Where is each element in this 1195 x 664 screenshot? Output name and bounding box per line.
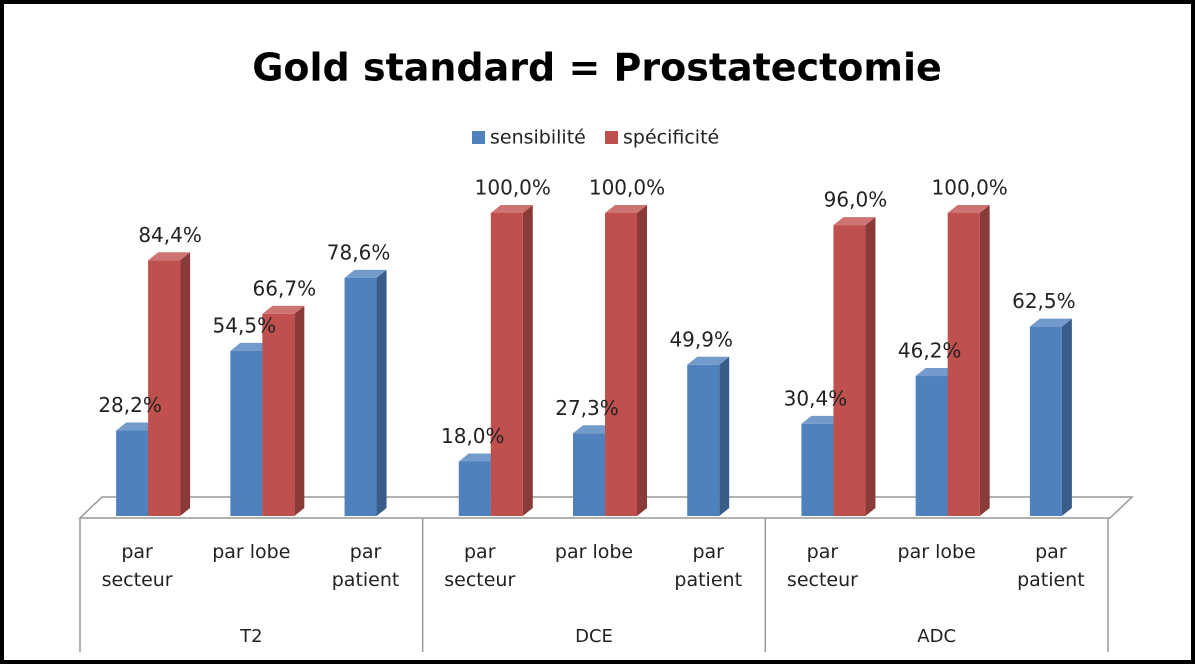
bar <box>687 356 730 516</box>
bar <box>490 205 533 516</box>
bar-top <box>230 342 273 351</box>
bar-side <box>865 217 876 516</box>
bar-top <box>833 217 876 226</box>
group-label: ADC <box>917 626 957 647</box>
bars <box>116 205 1072 516</box>
bar-side <box>376 269 387 516</box>
bar-top <box>801 415 844 424</box>
value-label: 62,5% <box>1012 289 1076 313</box>
legend-swatch <box>605 131 618 144</box>
bar-side <box>294 305 305 516</box>
chart-title: Gold standard = Prostatectomie <box>252 46 942 90</box>
x-tick-label: par patient <box>1017 541 1085 591</box>
legend-label: spécificité <box>623 127 719 149</box>
bar <box>344 269 387 516</box>
x-tick-label: par secteur <box>444 541 516 591</box>
bar <box>262 305 305 516</box>
x-tick-label: par patient <box>331 541 400 591</box>
bar-top <box>947 205 990 213</box>
x-tick-label: par patient <box>674 541 743 591</box>
bar-top <box>687 356 730 365</box>
bar-front <box>458 461 491 516</box>
value-label: 100,0% <box>475 176 551 200</box>
value-label: 100,0% <box>589 176 665 200</box>
bar-top <box>1029 318 1072 327</box>
bar-side <box>979 205 990 516</box>
group-label: T2 <box>240 626 263 647</box>
bar-front <box>573 433 605 516</box>
bar-side <box>522 205 533 516</box>
bar-top <box>262 305 305 314</box>
x-tick-label: par secteur <box>101 541 173 591</box>
value-label: 96,0% <box>824 188 888 212</box>
group-label: DCE <box>575 626 613 647</box>
bar-top <box>915 368 958 377</box>
bar-side <box>1061 318 1072 516</box>
bar <box>833 217 876 516</box>
bar-front <box>490 213 523 516</box>
value-label: 78,6% <box>327 240 391 264</box>
bar-side <box>637 205 647 516</box>
value-label: 27,3% <box>555 396 619 420</box>
bar <box>947 205 990 516</box>
bar-front <box>262 313 295 516</box>
value-label: 49,9% <box>669 327 733 351</box>
bar-front <box>947 213 980 516</box>
bar-top <box>605 205 647 213</box>
bar-top <box>458 453 501 462</box>
bar-top <box>344 269 387 278</box>
bar <box>1029 318 1072 516</box>
value-label: 84,4% <box>138 223 202 247</box>
bar-front <box>148 260 181 516</box>
value-label: 28,2% <box>98 393 162 417</box>
bar-top <box>490 205 533 213</box>
bar-front <box>344 277 377 516</box>
legend-swatch <box>472 131 485 144</box>
x-tick-label: par lobe <box>897 541 976 563</box>
value-label: 18,0% <box>441 424 505 448</box>
bar-side <box>719 356 730 516</box>
bar-front <box>230 350 263 516</box>
bar-top <box>116 422 159 431</box>
value-label: 100,0% <box>932 176 1008 200</box>
bar-front <box>801 423 834 516</box>
x-tick-label: par lobe <box>554 541 634 563</box>
x-tick-label: par secteur <box>786 541 858 591</box>
value-label: 30,4% <box>784 386 848 410</box>
value-label: 54,5% <box>213 313 277 337</box>
bar-side <box>180 252 191 516</box>
bar-front <box>1029 326 1062 516</box>
bar-top <box>148 252 191 261</box>
bar <box>148 252 191 516</box>
bar-front <box>687 364 720 516</box>
bar-front <box>116 430 149 516</box>
bar-front <box>833 225 866 516</box>
value-label: 66,7% <box>253 276 317 300</box>
value-label: 46,2% <box>898 339 962 363</box>
bar <box>605 205 647 516</box>
bar-top <box>573 425 615 434</box>
bar-front <box>915 376 948 516</box>
bar-front <box>605 213 637 516</box>
legend-label: sensibilité <box>490 127 586 149</box>
x-tick-label: par lobe <box>212 541 291 563</box>
